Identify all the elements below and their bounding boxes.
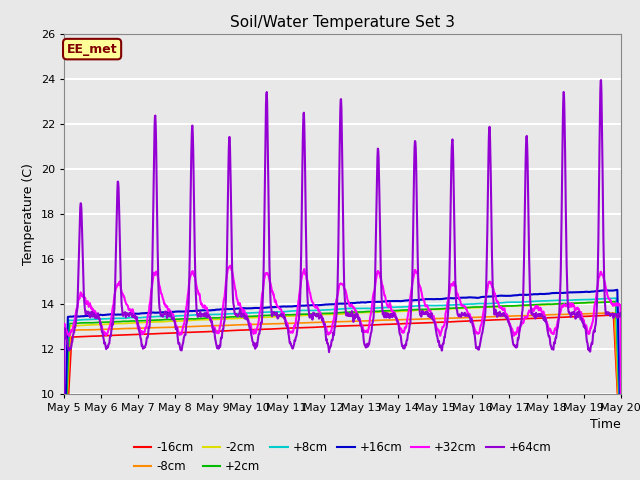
-2cm bbox=[610, 299, 618, 304]
+8cm bbox=[170, 313, 178, 319]
-2cm bbox=[170, 318, 178, 324]
Legend: -16cm, -8cm, -2cm, +2cm, +8cm, +16cm, +32cm, +64cm: -16cm, -8cm, -2cm, +2cm, +8cm, +16cm, +3… bbox=[129, 436, 556, 478]
+16cm bbox=[614, 287, 621, 293]
+64cm bbox=[170, 318, 178, 324]
-16cm bbox=[617, 456, 625, 462]
+16cm bbox=[246, 306, 254, 312]
Line: +32cm: +32cm bbox=[64, 265, 621, 420]
+8cm bbox=[617, 449, 625, 455]
+2cm bbox=[429, 306, 436, 312]
+8cm bbox=[60, 461, 68, 467]
+32cm bbox=[617, 408, 625, 414]
+8cm bbox=[429, 303, 436, 309]
-8cm bbox=[246, 322, 254, 327]
+16cm bbox=[502, 293, 509, 299]
-16cm bbox=[551, 314, 559, 320]
+16cm bbox=[184, 308, 191, 314]
-8cm bbox=[60, 468, 68, 473]
+64cm bbox=[597, 77, 605, 83]
+8cm bbox=[184, 312, 191, 318]
+8cm bbox=[502, 300, 509, 305]
+2cm bbox=[612, 299, 620, 304]
+64cm bbox=[502, 312, 509, 318]
-8cm bbox=[502, 313, 509, 319]
-16cm bbox=[60, 475, 68, 480]
+32cm bbox=[551, 325, 559, 331]
+32cm bbox=[502, 312, 509, 317]
Line: -2cm: -2cm bbox=[64, 301, 621, 472]
Line: +8cm: +8cm bbox=[64, 298, 621, 464]
+64cm bbox=[429, 317, 436, 323]
Title: Soil/Water Temperature Set 3: Soil/Water Temperature Set 3 bbox=[230, 15, 455, 30]
+64cm bbox=[551, 341, 559, 347]
-2cm bbox=[617, 447, 625, 453]
+8cm bbox=[612, 295, 620, 301]
Y-axis label: Temperature (C): Temperature (C) bbox=[22, 163, 35, 264]
+2cm bbox=[60, 468, 68, 474]
-2cm bbox=[60, 469, 68, 475]
-16cm bbox=[170, 330, 178, 336]
+8cm bbox=[551, 298, 559, 303]
+32cm bbox=[60, 418, 68, 423]
+32cm bbox=[184, 292, 191, 298]
+2cm bbox=[184, 316, 191, 322]
Line: -8cm: -8cm bbox=[64, 313, 621, 470]
+32cm bbox=[227, 263, 234, 268]
+16cm bbox=[60, 465, 68, 471]
-8cm bbox=[170, 324, 178, 330]
+64cm bbox=[184, 312, 191, 317]
-8cm bbox=[184, 324, 191, 330]
-16cm bbox=[246, 327, 254, 333]
+2cm bbox=[502, 303, 509, 309]
+32cm bbox=[429, 313, 437, 319]
+2cm bbox=[551, 301, 559, 307]
-16cm bbox=[502, 317, 509, 323]
+16cm bbox=[170, 309, 178, 315]
Text: EE_met: EE_met bbox=[67, 43, 117, 56]
-2cm bbox=[246, 315, 254, 321]
Line: +2cm: +2cm bbox=[64, 301, 621, 471]
-2cm bbox=[184, 318, 191, 324]
+64cm bbox=[617, 310, 625, 316]
+32cm bbox=[246, 321, 254, 326]
-2cm bbox=[502, 303, 509, 309]
+16cm bbox=[429, 296, 436, 302]
-2cm bbox=[429, 307, 436, 312]
-16cm bbox=[610, 312, 618, 318]
Line: +16cm: +16cm bbox=[64, 290, 621, 468]
-8cm bbox=[429, 316, 436, 322]
+2cm bbox=[617, 446, 625, 452]
-16cm bbox=[184, 329, 191, 335]
-8cm bbox=[609, 310, 617, 316]
-2cm bbox=[551, 301, 559, 307]
Line: -16cm: -16cm bbox=[64, 315, 621, 478]
+16cm bbox=[551, 290, 559, 296]
+2cm bbox=[246, 313, 254, 319]
+32cm bbox=[170, 318, 178, 324]
X-axis label: Time: Time bbox=[590, 418, 621, 431]
-16cm bbox=[429, 320, 436, 325]
+64cm bbox=[246, 327, 254, 333]
-8cm bbox=[551, 312, 559, 317]
+16cm bbox=[617, 435, 625, 441]
+2cm bbox=[170, 316, 178, 322]
-8cm bbox=[617, 458, 625, 464]
Line: +64cm: +64cm bbox=[64, 80, 621, 472]
+8cm bbox=[246, 310, 254, 316]
+64cm bbox=[60, 469, 68, 475]
